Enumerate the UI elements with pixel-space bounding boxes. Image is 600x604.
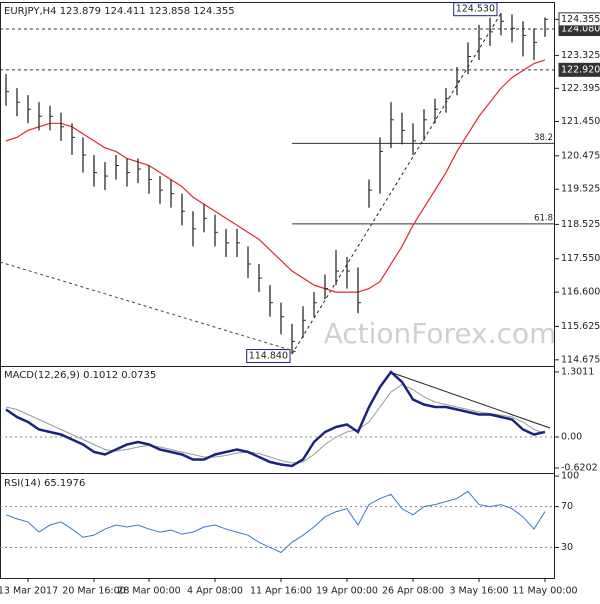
y-tick-label: 100 xyxy=(561,471,579,482)
plot-frame xyxy=(0,2,555,579)
y-tick-label: 116.600 xyxy=(561,287,600,298)
x-tick-label: 20 Mar 16:00 xyxy=(62,586,125,597)
moving-average xyxy=(5,59,546,293)
x-tick-label: 4 Apr 08:00 xyxy=(187,586,243,597)
y-tick-label: -0.6202 xyxy=(561,463,598,474)
y-tick-label: 1.3011 xyxy=(561,366,594,377)
trendline xyxy=(291,12,502,355)
x-tick-label: 11 Apr 16:00 xyxy=(250,586,312,597)
x-tick-label: 11 May 00:00 xyxy=(512,586,577,597)
level-label: 124.080 xyxy=(561,24,600,35)
trendline xyxy=(389,371,551,429)
y-tick-label: 121.450 xyxy=(561,116,600,127)
swing-low-label: 114.840 xyxy=(249,351,288,362)
x-tick-label: 13 Mar 2017 xyxy=(0,586,58,597)
y-tick-label: 30 xyxy=(561,542,573,553)
y-tick-label: 120.475 xyxy=(561,150,600,161)
last-price-label: 124.355 xyxy=(561,14,600,25)
indicator-line xyxy=(5,383,546,464)
y-tick-label: 123.325 xyxy=(561,50,600,61)
y-tick-label: 118.525 xyxy=(561,219,600,230)
label-box xyxy=(558,62,600,77)
y-tick-label: 114.675 xyxy=(561,354,600,365)
level-label: 122.920 xyxy=(561,64,600,75)
fib-label: 61.8 xyxy=(534,213,553,223)
y-tick-label: 122.395 xyxy=(561,83,600,94)
chart-title: EURJPY,H4 123.879 124.411 123.858 124.35… xyxy=(4,6,235,17)
y-tick-label: 117.550 xyxy=(561,253,600,264)
swing-high-label: 124.530 xyxy=(456,4,495,15)
x-tick-label: 28 Mar 00:00 xyxy=(117,586,180,597)
label-box xyxy=(246,349,291,364)
y-tick-label: 119.525 xyxy=(561,184,600,195)
fib-label: 38.2 xyxy=(534,133,553,143)
y-tick-label: 0.00 xyxy=(561,432,582,443)
y-tick-label: 115.625 xyxy=(561,321,600,332)
label-box xyxy=(453,2,498,17)
x-tick-label: 19 Apr 00:00 xyxy=(316,586,378,597)
x-tick-label: 26 Apr 08:00 xyxy=(382,586,444,597)
panel-title: MACD(12,26,9) 0.1012 0.0735 xyxy=(4,370,156,381)
indicator-line xyxy=(5,370,546,468)
watermark: ActionForex.com xyxy=(324,317,557,350)
trendline xyxy=(0,261,298,353)
indicator-line xyxy=(5,490,546,554)
x-tick-label: 3 May 16:00 xyxy=(449,586,508,597)
y-tick-label: 70 xyxy=(561,501,573,512)
panel-title: RSI(14) 65.1976 xyxy=(4,478,85,489)
